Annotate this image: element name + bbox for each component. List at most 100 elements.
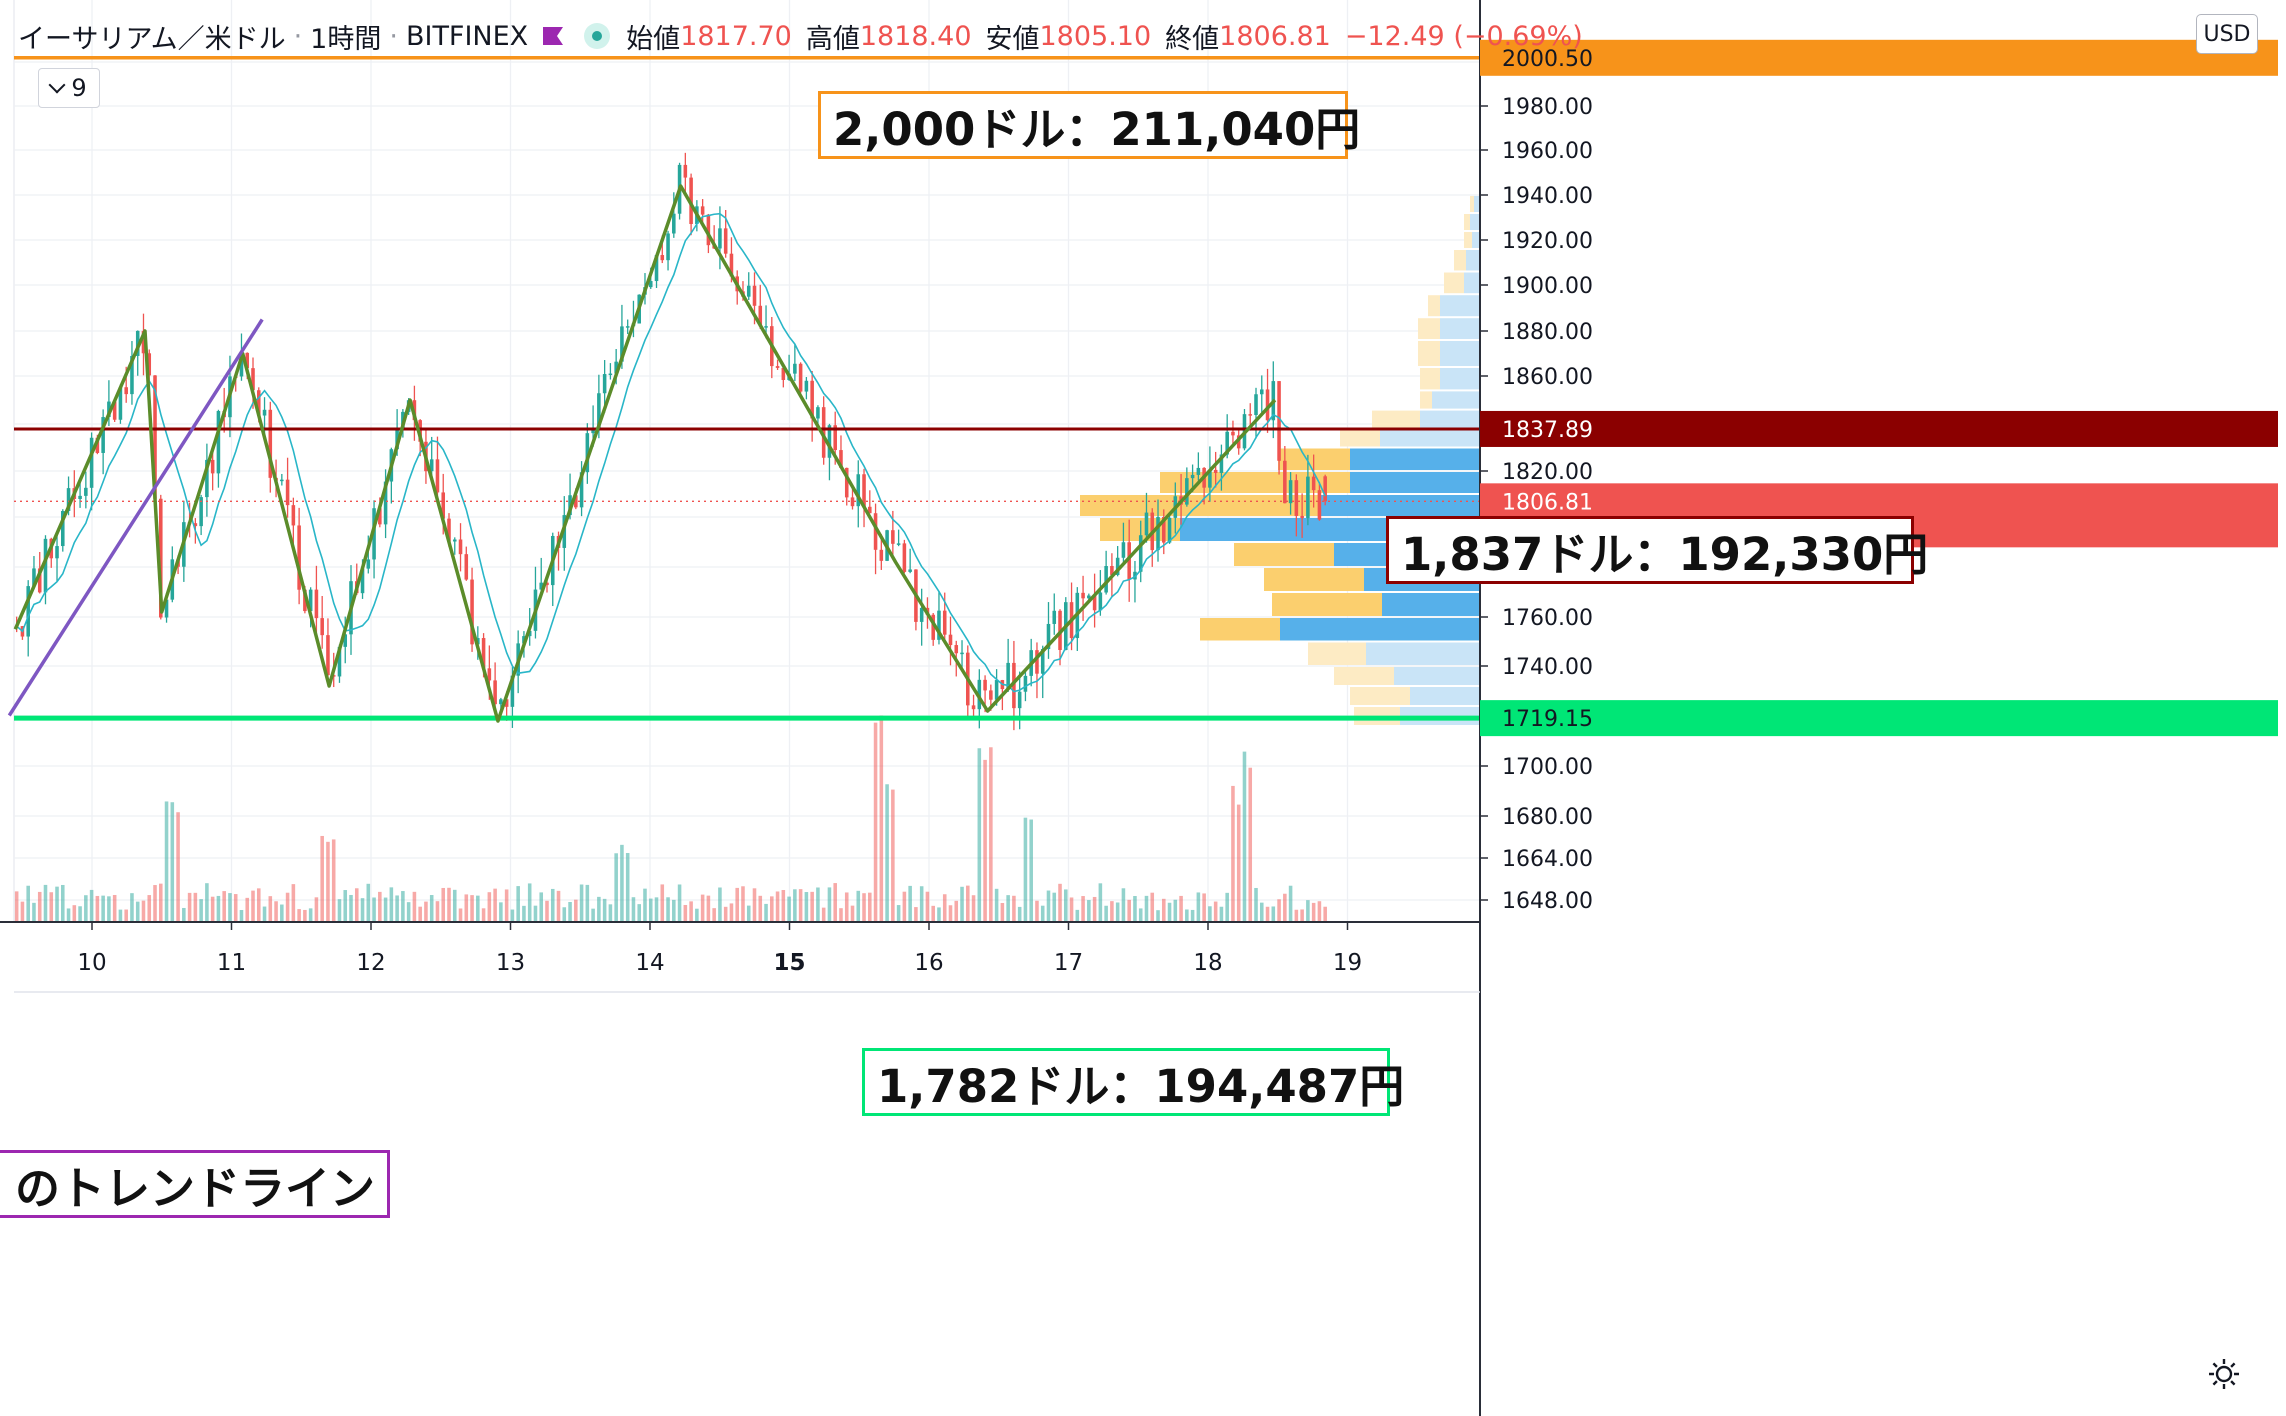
volume-bar: [130, 893, 134, 922]
volume-bar: [135, 901, 140, 922]
volume-bar: [504, 889, 509, 922]
volume-bar: [256, 888, 261, 922]
volume-bar: [793, 889, 797, 922]
volume-bar: [1306, 900, 1310, 922]
candle-body: [1248, 414, 1253, 416]
candle-body: [447, 518, 451, 542]
volume-bar: [937, 907, 941, 922]
volume-bar: [516, 886, 520, 922]
profile-up-segment: [1394, 667, 1480, 685]
volume-bar: [643, 888, 647, 922]
candle-body: [1012, 662, 1016, 709]
volume-bar: [187, 892, 192, 922]
candle-body: [37, 568, 42, 593]
candle-body: [510, 675, 515, 707]
volume-bar: [66, 908, 71, 922]
volume-bar: [1294, 909, 1299, 922]
candle-body: [1115, 557, 1120, 575]
candle-body: [1023, 675, 1028, 692]
volume-bar: [625, 853, 630, 922]
volume-bar: [1133, 896, 1137, 922]
volume-bar: [1167, 902, 1172, 922]
volume-bar: [199, 899, 203, 922]
profile-down-segment: [1420, 391, 1432, 409]
candle-body: [942, 610, 947, 635]
candle-body: [868, 506, 872, 514]
interval[interactable]: 1時間: [310, 23, 382, 55]
volume-bar: [758, 895, 763, 922]
symbol-legend[interactable]: イーサリアム／米ドル · 1時間 · BITFINEX 始値 1817.70 高値…: [18, 14, 1583, 58]
volume-bar: [1208, 906, 1212, 922]
candle-body: [297, 525, 301, 590]
profile-up-segment: [1320, 495, 1480, 516]
candle-body: [280, 479, 284, 482]
volume-bar: [1144, 895, 1149, 922]
volume-bar: [55, 886, 59, 922]
volume-bar: [1000, 902, 1005, 922]
volume-bar: [579, 884, 584, 922]
flag-icon[interactable]: [540, 23, 566, 49]
volume-bar: [550, 888, 555, 922]
candle-body: [441, 492, 446, 519]
candle-body: [268, 409, 273, 478]
volume-bar: [810, 891, 814, 922]
candle-body: [343, 634, 348, 647]
price-tag-1837-bg: [1480, 410, 2278, 447]
volume-bar: [781, 890, 786, 922]
settings-gear-icon[interactable]: [2206, 1356, 2242, 1392]
y-tick-label: 1880.00: [1502, 320, 1593, 345]
candle-body: [1156, 517, 1160, 551]
volume-bar: [873, 722, 878, 922]
y-tick-label: 1980.00: [1502, 95, 1593, 120]
candle-body: [850, 497, 855, 507]
volume-bar: [741, 886, 745, 922]
candle-body: [1006, 662, 1010, 690]
x-tick-label: 13: [496, 950, 525, 976]
volume-bar: [383, 897, 388, 922]
volume-bar: [1277, 899, 1281, 922]
candle-body: [429, 459, 434, 472]
candle-body: [452, 539, 457, 542]
volume-bar: [1127, 899, 1131, 922]
volume-bar: [401, 891, 405, 922]
candle-body: [539, 582, 544, 590]
volume-bar: [158, 883, 163, 922]
volume-bar: [424, 901, 428, 922]
volume-bar: [1265, 906, 1270, 922]
volume-bar: [562, 907, 567, 922]
y-tick-label: 1960.00: [1502, 139, 1593, 164]
symbol-name[interactable]: イーサリアム／米ドル: [18, 23, 286, 55]
volume-bar: [26, 885, 30, 922]
indicators-toggle-button[interactable]: 9: [38, 68, 100, 108]
candle-body: [1035, 650, 1039, 674]
volume-bar: [418, 906, 422, 922]
volume-bar: [1121, 888, 1126, 922]
profile-up-segment: [1366, 642, 1480, 665]
candle-body: [856, 474, 861, 507]
candle-body: [43, 538, 48, 593]
candle-body: [32, 568, 36, 587]
candle-body: [648, 281, 653, 288]
volume-bar: [297, 909, 301, 922]
candle-body: [908, 569, 912, 572]
candle-body: [746, 285, 751, 297]
candle-body: [614, 361, 618, 374]
volume-bar: [337, 899, 342, 922]
volume-bar: [72, 905, 77, 922]
y-tick-label: 1700.00: [1502, 755, 1593, 780]
candle-body: [320, 618, 324, 636]
volume-bar: [1006, 895, 1010, 922]
volume-bar: [746, 905, 751, 922]
candle-body: [1208, 469, 1212, 488]
candle-body: [1254, 394, 1258, 416]
volume-bar: [585, 884, 590, 922]
currency-button[interactable]: USD: [2196, 14, 2258, 54]
volume-bar: [1115, 902, 1120, 922]
y-tick-label: 1664.00: [1502, 847, 1593, 872]
candle-body: [833, 425, 837, 451]
profile-up-segment: [1410, 687, 1480, 705]
candle-body: [1283, 460, 1287, 504]
volume-bar: [170, 802, 175, 922]
candle-body: [84, 487, 88, 496]
candle-body: [931, 614, 935, 640]
